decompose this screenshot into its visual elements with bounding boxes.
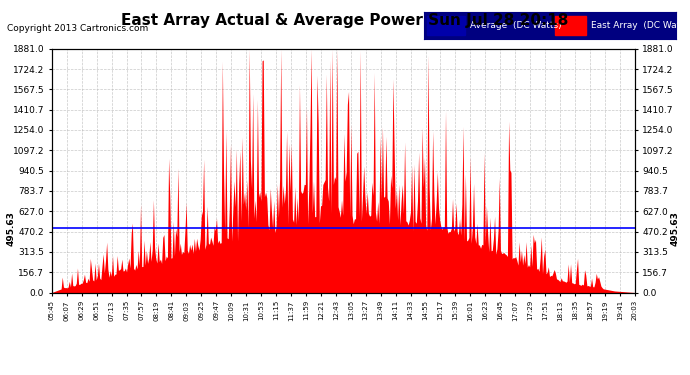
Text: East Array  (DC Watts): East Array (DC Watts) <box>591 21 690 30</box>
Bar <box>427 16 464 35</box>
Text: Copyright 2013 Cartronics.com: Copyright 2013 Cartronics.com <box>7 24 148 33</box>
Text: 495.63: 495.63 <box>7 211 16 246</box>
Text: East Array Actual & Average Power Sun Jul 28 20:18: East Array Actual & Average Power Sun Ju… <box>121 13 569 28</box>
Text: Average  (DC Watts): Average (DC Watts) <box>470 21 561 30</box>
Bar <box>555 16 586 35</box>
Text: 495.63: 495.63 <box>671 211 680 246</box>
